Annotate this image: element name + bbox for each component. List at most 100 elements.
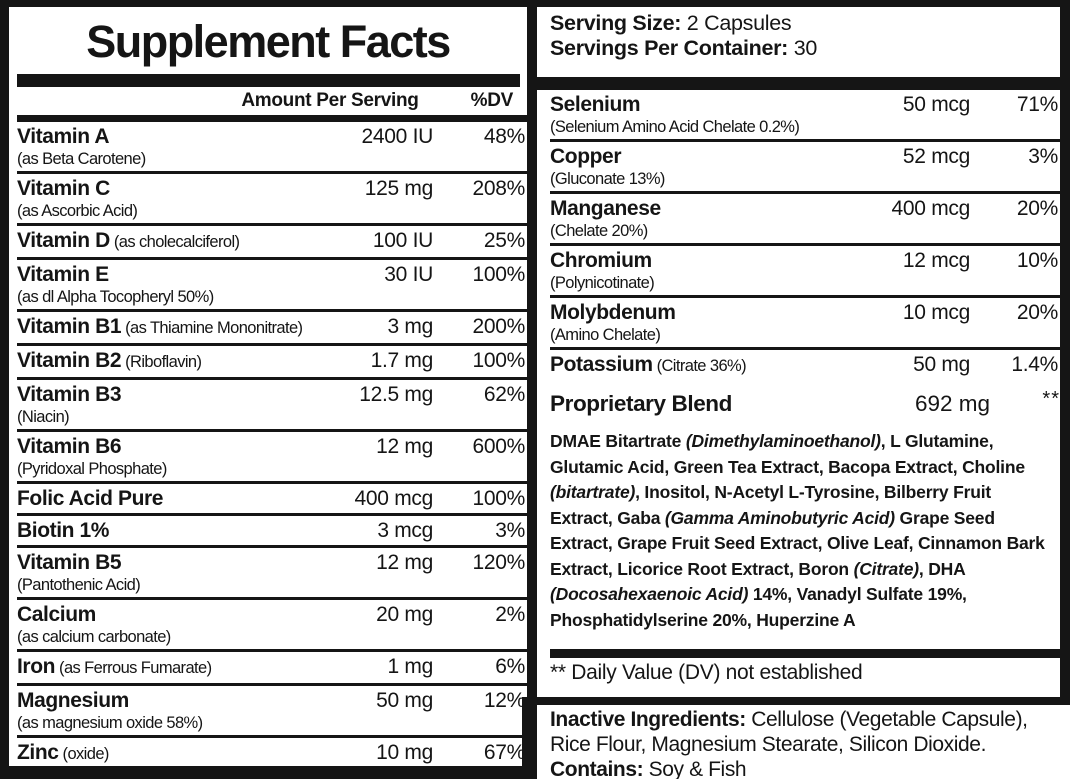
nutrient-amount: 1 mg [387, 655, 434, 678]
nutrient-row: Zinc (oxide) 10 mg 67% [17, 738, 527, 769]
nutrient-name: Vitamin C [17, 177, 110, 200]
nutrient-name: Vitamin A [17, 125, 110, 148]
nutrient-amount: 10 mg [376, 741, 433, 764]
inactive-ingredients-list: Cellulose (Vegetable Capsule), Rice Flou… [550, 708, 1028, 756]
proprietary-blend-row: Proprietary Blend 692 mg ** [550, 381, 1060, 419]
inactive-ingredients-text: Inactive Ingredients: Cellulose (Vegetab… [537, 705, 1070, 779]
nutrient-name: Vitamin B1 (as Thiamine Mononitrate) [17, 315, 303, 338]
nutrient-amount: 50 mcg [902, 93, 970, 116]
servings-per-container-value: 30 [788, 36, 818, 60]
nutrient-name: Vitamin B2 (Riboflavin) [17, 349, 202, 372]
serving-divider-bar [537, 77, 1060, 90]
amount-per-serving-header: Amount Per Serving [241, 90, 419, 111]
serving-size-value: 2 Capsules [681, 11, 792, 35]
nutrient-name: Iron (as Ferrous Fumarate) [17, 655, 212, 678]
nutrient-source: (as Ferrous Fumarate) [55, 659, 212, 677]
nutrient-daily-value: 67% [483, 741, 525, 764]
nutrient-row: Biotin 1% 3 mcg 3% [17, 516, 527, 548]
left-bottom-bar [9, 766, 527, 779]
nutrient-amount: 100 IU [372, 229, 433, 252]
nutrient-daily-value: 200% [472, 315, 525, 338]
nutrient-name: Selenium [550, 93, 641, 116]
nutrient-name: Molybdenum [550, 301, 676, 324]
nutrient-row: Vitamin D (as cholecalciferol) 100 IU 25… [17, 226, 527, 260]
header-rule [17, 115, 527, 122]
right-nutrient-rows: Selenium (Selenium Amino Acid Chelate 0.… [550, 90, 1060, 381]
nutrient-name: Chromium [550, 249, 652, 272]
nutrient-amount: 3 mg [387, 315, 434, 338]
column-headers: Amount Per Serving %DV [9, 87, 527, 114]
nutrient-amount: 12 mg [376, 435, 433, 458]
nutrient-daily-value: 3% [495, 519, 525, 542]
nutrient-daily-value: 48% [483, 125, 525, 148]
nutrient-row: Magnesium (as magnesium oxide 58%) 50 mg… [17, 686, 527, 738]
frame-right-border [1060, 0, 1070, 700]
nutrient-amount: 400 mcg [891, 197, 971, 220]
nutrient-row: Potassium (Citrate 36%) 50 mg 1.4% [550, 350, 1060, 381]
nutrient-amount: 3 mcg [377, 519, 433, 542]
nutrient-daily-value: 62% [483, 383, 525, 406]
nutrient-amount: 12 mcg [902, 249, 970, 272]
nutrient-source: (Polynicotinate) [550, 274, 655, 292]
inactive-ingredients-label: Inactive Ingredients: [550, 708, 746, 731]
nutrient-row: Vitamin B3 (Niacin) 12.5 mg 62% [17, 380, 527, 432]
nutrient-amount: 12 mg [376, 551, 433, 574]
nutrient-amount: 400 mcg [354, 487, 434, 510]
nutrient-row: Selenium (Selenium Amino Acid Chelate 0.… [550, 90, 1060, 142]
nutrient-name: Vitamin E [17, 263, 109, 286]
nutrient-row: Vitamin C (as Ascorbic Acid) 125 mg 208% [17, 174, 527, 226]
nutrient-daily-value: 6% [495, 655, 525, 678]
nutrient-name: Biotin 1% [17, 519, 110, 542]
nutrient-daily-value: 3% [1028, 145, 1058, 168]
proprietary-blend-dv: ** [1042, 388, 1060, 410]
nutrient-daily-value: 120% [472, 551, 525, 574]
nutrient-row: Iron (as Ferrous Fumarate) 1 mg 6% [17, 652, 527, 686]
nutrient-name: Vitamin B6 [17, 435, 122, 458]
nutrient-daily-value: 2% [495, 603, 525, 626]
nutrient-source: (Selenium Amino Acid Chelate 0.2%) [550, 118, 800, 136]
nutrient-row: Vitamin B6 (Pyridoxal Phosphate) 12 mg 6… [17, 432, 527, 484]
nutrient-row: Vitamin B5 (Pantothenic Acid) 12 mg 120% [17, 548, 527, 600]
footnote-divider-bar [550, 649, 1060, 658]
nutrient-daily-value: 208% [472, 177, 525, 200]
nutrient-amount: 1.7 mg [370, 349, 434, 372]
title-divider-bar [17, 74, 520, 87]
nutrient-daily-value: 12% [483, 689, 525, 712]
nutrient-source: (as Beta Carotene) [17, 150, 146, 168]
nutrient-daily-value: 100% [472, 349, 525, 372]
nutrient-name: Potassium (Citrate 36%) [550, 353, 747, 376]
nutrient-daily-value: 100% [472, 263, 525, 286]
page-title: Supplement Facts [86, 16, 451, 67]
nutrient-row: Folic Acid Pure 400 mcg 100% [17, 484, 527, 516]
nutrient-daily-value: 10% [1016, 249, 1058, 272]
inactive-ingredients-box: Inactive Ingredients: Cellulose (Vegetab… [522, 697, 1070, 779]
nutrient-amount: 50 mg [376, 689, 433, 712]
nutrient-daily-value: 20% [1016, 301, 1058, 324]
nutrient-daily-value: 100% [472, 487, 525, 510]
contains-value: Soy & Fish [643, 758, 747, 779]
nutrient-source: (as Ascorbic Acid) [17, 202, 138, 220]
nutrient-source: (Pantothenic Acid) [17, 576, 141, 594]
proprietary-blend-ingredients: DMAE Bitartrate (Dimethylaminoethanol), … [550, 431, 1045, 630]
nutrient-row: Calcium (as calcium carbonate) 20 mg 2% [17, 600, 527, 652]
nutrient-row: Vitamin B2 (Riboflavin) 1.7 mg 100% [17, 346, 527, 380]
nutrient-row: Vitamin A (as Beta Carotene) 2400 IU 48% [17, 122, 527, 174]
nutrient-name: Calcium [17, 603, 96, 626]
nutrient-source: (Citrate 36%) [652, 357, 747, 375]
nutrient-amount: 10 mcg [902, 301, 970, 324]
nutrient-source: (Riboflavin) [121, 353, 202, 371]
serving-info: Serving Size: 2 Capsules Servings Per Co… [537, 7, 1060, 61]
nutrient-name: Magnesium [17, 689, 129, 712]
serving-size: Serving Size: 2 Capsules [550, 11, 1060, 36]
nutrient-daily-value: 1.4% [1011, 353, 1058, 376]
nutrient-source: (oxide) [58, 745, 110, 763]
nutrient-source: (Pyridoxal Phosphate) [17, 460, 167, 478]
frame-left-border [0, 0, 9, 779]
nutrient-source: (Gluconate 13%) [550, 170, 665, 188]
dv-header: %DV [470, 90, 514, 111]
nutrient-name: Zinc (oxide) [17, 741, 109, 764]
nutrient-amount: 52 mcg [902, 145, 970, 168]
nutrient-row: Copper (Gluconate 13%) 52 mcg 3% [550, 142, 1060, 194]
nutrient-source: (as magnesium oxide 58%) [17, 714, 203, 732]
